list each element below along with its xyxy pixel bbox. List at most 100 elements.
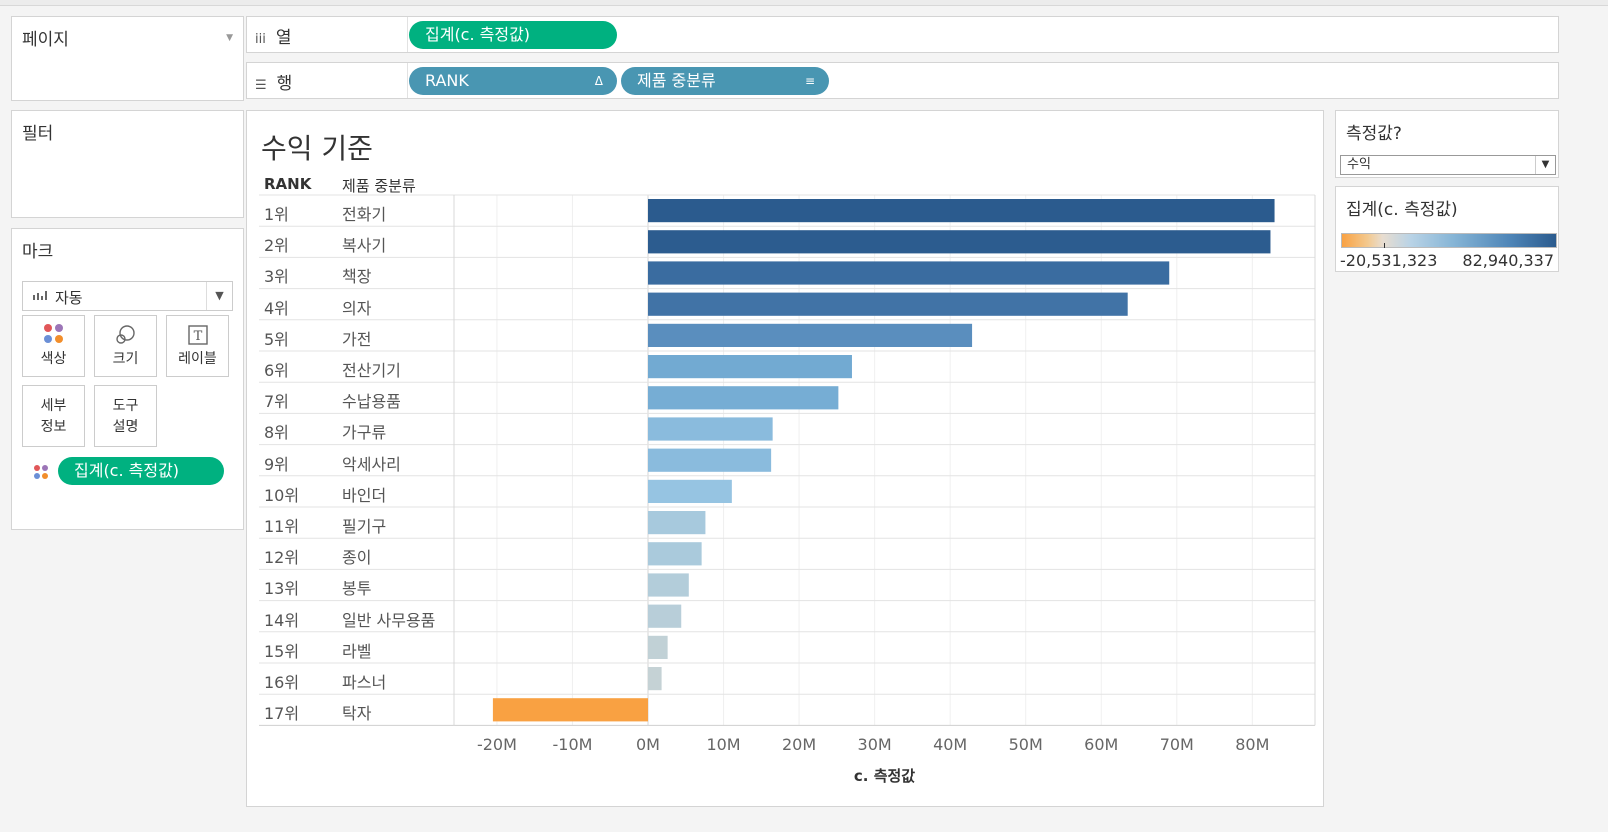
x-tick-label: -10M bbox=[552, 735, 593, 755]
rank-label[interactable]: 1위 bbox=[264, 205, 289, 224]
size-button-label: 크기 bbox=[112, 351, 139, 367]
rank-label[interactable]: 4위 bbox=[264, 298, 289, 318]
rank-label[interactable]: 11위 bbox=[264, 517, 300, 536]
filters-title: 필터 bbox=[22, 124, 54, 144]
x-tick-label: 30M bbox=[857, 735, 892, 755]
zero-marker bbox=[1384, 243, 1385, 248]
chevron-down-icon[interactable]: ▼ bbox=[226, 33, 233, 43]
bar[interactable] bbox=[648, 323, 973, 347]
filters-card[interactable]: 필터 bbox=[11, 110, 244, 218]
tooltip-button[interactable]: 도구 설명 bbox=[94, 385, 157, 447]
marks-card: 마크 자동 ▼ 색상 크기 T 레이블 세부 정보 도구 설명 집계(c. 측정… bbox=[11, 228, 244, 530]
legend-max-label: 82,940,337 bbox=[1462, 251, 1554, 270]
category-label[interactable]: 전화기 bbox=[342, 205, 387, 224]
bar[interactable] bbox=[648, 292, 1128, 316]
label-button[interactable]: T 레이블 bbox=[166, 315, 229, 377]
svg-text:T: T bbox=[193, 329, 202, 344]
category-label[interactable]: 라벨 bbox=[342, 641, 372, 661]
mark-type-dropdown[interactable]: 자동 ▼ bbox=[22, 281, 233, 311]
category-label[interactable]: 탁자 bbox=[342, 704, 372, 724]
category-label[interactable]: 가구류 bbox=[342, 423, 387, 443]
rank-label[interactable]: 5위 bbox=[264, 329, 289, 349]
bar[interactable] bbox=[648, 417, 773, 441]
bar[interactable] bbox=[648, 635, 668, 659]
bar[interactable] bbox=[648, 479, 732, 503]
rows-shelf-label: ☰ 행 bbox=[255, 74, 293, 94]
bar[interactable] bbox=[648, 199, 1275, 223]
rank-label[interactable]: 13위 bbox=[264, 579, 300, 599]
columns-shelf-label: iii 열 bbox=[255, 28, 292, 48]
color-field-pill[interactable]: 집계(c. 측정값) bbox=[58, 457, 224, 485]
sort-descending-icon[interactable]: ≡ bbox=[804, 74, 815, 88]
rows-pill-category[interactable]: 제품 중분류 ≡ bbox=[621, 67, 829, 95]
rank-label[interactable]: 3위 bbox=[264, 267, 289, 287]
bar[interactable] bbox=[648, 448, 772, 472]
bar[interactable] bbox=[648, 573, 689, 597]
rank-label[interactable]: 6위 bbox=[264, 361, 289, 380]
rank-label[interactable]: 10위 bbox=[264, 485, 300, 505]
chevron-down-icon[interactable]: ▼ bbox=[206, 282, 232, 310]
shelf-divider bbox=[407, 63, 408, 98]
header-category[interactable]: 제품 중분류 bbox=[342, 177, 416, 195]
columns-pill[interactable]: 집계(c. 측정값) bbox=[409, 21, 617, 49]
category-label[interactable]: 악세사리 bbox=[342, 454, 401, 474]
category-label[interactable]: 전산기기 bbox=[342, 361, 401, 380]
chevron-down-icon[interactable]: ▼ bbox=[1535, 156, 1555, 174]
view-pane: 수익 기준 RANK 제품 중분류 1위 전화기 2위 복사기 3위 책장 4위 의자 5위 가전… bbox=[246, 110, 1324, 807]
x-tick-label: -20M bbox=[476, 735, 517, 755]
rank-label[interactable]: 17위 bbox=[264, 704, 300, 724]
size-button[interactable]: 크기 bbox=[94, 315, 157, 377]
x-tick-label: 50M bbox=[1008, 735, 1043, 755]
bar[interactable] bbox=[648, 261, 1170, 285]
category-label[interactable]: 수납용품 bbox=[342, 392, 401, 412]
rows-pill-rank[interactable]: RANK Δ bbox=[409, 67, 617, 95]
bar[interactable] bbox=[648, 511, 706, 535]
color-gradient-bar bbox=[1341, 233, 1557, 248]
category-label[interactable]: 책장 bbox=[342, 267, 372, 287]
x-axis-title[interactable]: c. 측정값 bbox=[853, 767, 916, 786]
category-label[interactable]: 바인더 bbox=[342, 485, 387, 505]
rank-label[interactable]: 12위 bbox=[264, 548, 300, 568]
category-label[interactable]: 필기구 bbox=[342, 517, 387, 536]
marks-title: 마크 bbox=[22, 242, 54, 262]
bar[interactable] bbox=[648, 542, 702, 566]
x-tick-label: 80M bbox=[1235, 735, 1270, 755]
x-tick-label: 60M bbox=[1084, 735, 1119, 755]
bar[interactable] bbox=[648, 355, 852, 379]
category-label[interactable]: 의자 bbox=[342, 298, 372, 318]
legend-min-label: -20,531,323 bbox=[1340, 251, 1438, 270]
x-tick-label: 10M bbox=[706, 735, 741, 755]
rank-label[interactable]: 16위 bbox=[264, 673, 300, 692]
columns-shelf[interactable]: iii 열 집계(c. 측정값) bbox=[246, 16, 1559, 53]
rank-label[interactable]: 2위 bbox=[264, 236, 289, 256]
category-label[interactable]: 파스너 bbox=[342, 673, 387, 692]
detail-button[interactable]: 세부 정보 bbox=[22, 385, 85, 447]
rank-label[interactable]: 9위 bbox=[264, 454, 289, 474]
rows-shelf[interactable]: ☰ 행 RANK Δ 제품 중분류 ≡ bbox=[246, 62, 1559, 99]
parameter-dropdown[interactable]: 수익 ▼ bbox=[1340, 155, 1556, 175]
category-label[interactable]: 봉투 bbox=[342, 579, 372, 599]
bar[interactable] bbox=[492, 698, 648, 722]
category-label[interactable]: 가전 bbox=[342, 329, 372, 349]
header-rank[interactable]: RANK bbox=[264, 175, 312, 193]
bar[interactable] bbox=[648, 230, 1271, 254]
bar[interactable] bbox=[648, 667, 662, 691]
rank-label[interactable]: 15위 bbox=[264, 641, 300, 661]
text-label-icon: T bbox=[167, 324, 228, 346]
rank-label[interactable]: 14위 bbox=[264, 610, 300, 630]
rank-label[interactable]: 7위 bbox=[264, 392, 289, 412]
bar-chart-icon bbox=[33, 290, 47, 303]
bar[interactable] bbox=[648, 604, 682, 628]
view-title: 수익 기준 bbox=[261, 132, 373, 165]
category-label[interactable]: 복사기 bbox=[342, 236, 387, 256]
color-button[interactable]: 색상 bbox=[22, 315, 85, 377]
category-label[interactable]: 일반 사무용품 bbox=[342, 610, 436, 630]
rank-label[interactable]: 8위 bbox=[264, 423, 289, 443]
size-icon bbox=[95, 324, 156, 346]
parameter-value: 수익 bbox=[1347, 157, 1371, 172]
pages-title: 페이지 bbox=[22, 30, 69, 50]
tooltip-button-label: 도구 설명 bbox=[112, 398, 139, 435]
pages-card[interactable]: 페이지 ▼ bbox=[11, 16, 244, 101]
category-label[interactable]: 종이 bbox=[342, 548, 372, 568]
bar[interactable] bbox=[648, 386, 839, 410]
